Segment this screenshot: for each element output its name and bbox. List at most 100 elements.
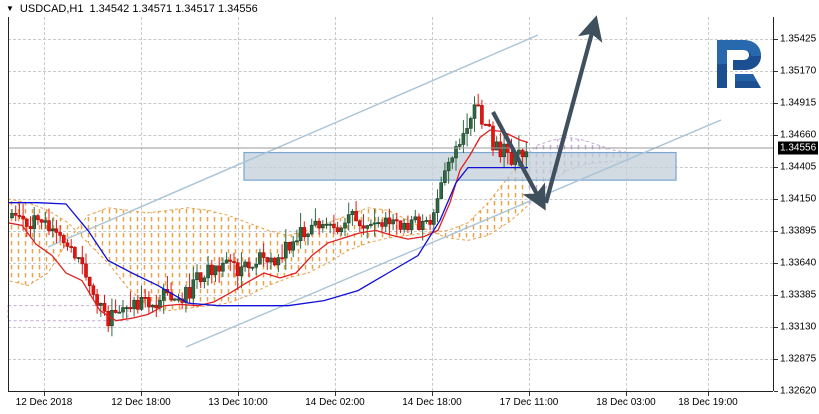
candle <box>136 299 140 310</box>
time-axis-label: 18 Dec 19:00 <box>678 397 738 408</box>
candle <box>346 214 351 224</box>
time-axis[interactable]: 12 Dec 2018 12 Dec 18:00 13 Dec 10:00 14 De… <box>8 391 773 414</box>
candle <box>298 227 303 242</box>
time-tick <box>529 392 530 396</box>
candle <box>295 240 299 243</box>
chart-menu-caret-icon[interactable]: ▼ <box>6 4 14 13</box>
chart-header: ▼ USDCAD,H1 1.34542 1.34571 1.34517 1.34… <box>6 2 258 16</box>
candle <box>409 219 414 231</box>
candle <box>376 222 381 224</box>
candle <box>132 299 136 310</box>
candle <box>147 297 151 308</box>
ichimoku-cloud <box>8 152 528 312</box>
candle <box>468 118 473 129</box>
candle <box>443 170 447 183</box>
candle <box>235 262 240 277</box>
candle <box>487 124 492 127</box>
price-tick <box>774 198 778 200</box>
ohlc-values: 1.34542 1.34571 1.34517 1.34556 <box>89 3 258 15</box>
indicator-line-kijun-sen <box>8 166 528 307</box>
gridline-h <box>8 358 773 360</box>
price-axis-label: 1.32620 <box>780 385 817 397</box>
candle <box>113 309 118 313</box>
candle <box>117 311 122 314</box>
candle <box>150 304 155 308</box>
price-tick <box>774 262 778 264</box>
candle <box>476 104 481 107</box>
time-axis-label: 12 Dec 18:00 <box>111 397 171 408</box>
time-tick <box>238 392 239 396</box>
candle <box>61 235 66 244</box>
candle <box>32 215 37 229</box>
candle <box>39 219 44 223</box>
price-axis-label: 1.33640 <box>780 257 817 269</box>
time-axis-label: 12 Dec 2018 <box>15 397 73 408</box>
gridline-h <box>8 70 773 72</box>
candle <box>335 227 340 233</box>
candle <box>210 264 214 276</box>
candle <box>247 261 251 269</box>
gridline-h <box>8 102 773 104</box>
candle <box>483 123 488 126</box>
gridline-h <box>8 198 773 200</box>
candle <box>221 262 225 272</box>
candle <box>91 285 96 295</box>
ascending-channel-lower <box>185 119 722 348</box>
candle <box>269 257 273 263</box>
candle <box>317 220 321 229</box>
candle <box>428 220 432 225</box>
candle <box>332 223 336 228</box>
candle <box>254 263 258 268</box>
candle <box>480 105 484 125</box>
gridline-v <box>238 17 239 391</box>
candle <box>291 241 296 251</box>
candle <box>306 233 310 237</box>
chart-render-layer <box>7 15 773 348</box>
candle <box>213 265 218 276</box>
candle <box>217 265 221 272</box>
time-tick <box>44 392 45 396</box>
price-axis[interactable]: 1.35425 1.35170 1.34915 1.34660 1.34405 1.341… <box>773 17 819 397</box>
candle <box>128 307 133 310</box>
candle <box>191 279 196 299</box>
candle <box>524 151 529 158</box>
time-tick <box>335 392 336 396</box>
candle <box>520 149 525 158</box>
candle <box>99 303 103 306</box>
candle <box>420 221 425 230</box>
price-axis-label: 1.33895 <box>780 225 817 237</box>
candle <box>206 264 210 279</box>
candle <box>47 220 51 232</box>
candle <box>313 220 318 226</box>
candle <box>102 303 107 312</box>
time-tick <box>708 392 709 396</box>
candle <box>10 213 14 219</box>
candle <box>121 307 125 313</box>
candle <box>446 161 451 172</box>
candle <box>435 198 440 213</box>
candle <box>472 104 477 119</box>
candle <box>80 257 85 265</box>
price-tick <box>774 358 778 360</box>
candle <box>228 259 233 262</box>
gridline-v <box>708 17 709 391</box>
candle <box>154 304 159 309</box>
candle <box>54 228 59 233</box>
symbol-label: USDCAD,H1 <box>19 3 84 15</box>
price-axis-label: 1.34150 <box>780 193 817 205</box>
candle <box>431 212 436 225</box>
candle <box>24 218 29 227</box>
time-axis-label: 18 Dec 03:00 <box>596 397 656 408</box>
candle <box>491 125 495 151</box>
candle <box>283 242 288 259</box>
consolidation-zone <box>243 151 677 181</box>
bearish-arrow <box>491 111 546 211</box>
gridline-h <box>8 134 773 136</box>
candle <box>350 210 355 215</box>
candle <box>457 144 462 147</box>
candle <box>369 223 373 226</box>
candle <box>173 298 177 301</box>
candle <box>50 228 55 232</box>
gridline-h <box>8 262 773 264</box>
price-tick <box>774 70 778 72</box>
